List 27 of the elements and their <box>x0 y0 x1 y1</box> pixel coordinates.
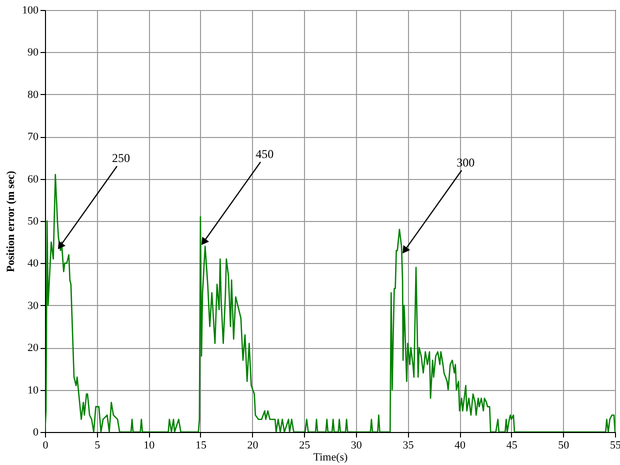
x-tick-label: 15 <box>195 440 207 452</box>
annotation: 450 <box>256 146 274 161</box>
x-tick-label: 35 <box>402 440 414 452</box>
x-tick-label: 40 <box>454 440 466 452</box>
x-tick-label: 25 <box>299 440 311 452</box>
y-tick-label: 90 <box>28 46 39 59</box>
y-tick-label: 70 <box>28 131 39 144</box>
y-axis-title: Position error (m sec) <box>5 170 17 272</box>
x-axis-title: Time(s) <box>313 452 348 464</box>
annotation: 250 <box>112 151 130 166</box>
y-tick-label: 80 <box>28 88 39 101</box>
annotation: 300 <box>456 155 475 170</box>
x-tick-label: 45 <box>506 440 518 452</box>
y-tick-label: 40 <box>28 258 39 270</box>
x-tick-label: 30 <box>350 440 362 452</box>
x-tick-label: 10 <box>144 440 156 452</box>
x-tick-label: 50 <box>558 440 570 452</box>
y-tick-label: 100 <box>22 4 39 16</box>
y-tick-label: 0 <box>33 426 39 438</box>
y-tick-label: 10 <box>28 384 39 396</box>
y-tick-label: 30 <box>28 300 39 312</box>
y-tick-label: 50 <box>28 216 39 228</box>
x-tick-label: 0 <box>42 440 49 452</box>
y-tick-label: 20 <box>28 342 39 354</box>
x-tick-label: 20 <box>247 440 259 452</box>
x-tick-label: 5 <box>94 440 101 452</box>
y-tick-label: 60 <box>28 173 39 186</box>
